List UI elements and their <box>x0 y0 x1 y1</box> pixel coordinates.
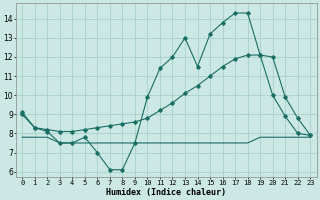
X-axis label: Humidex (Indice chaleur): Humidex (Indice chaleur) <box>106 188 226 197</box>
